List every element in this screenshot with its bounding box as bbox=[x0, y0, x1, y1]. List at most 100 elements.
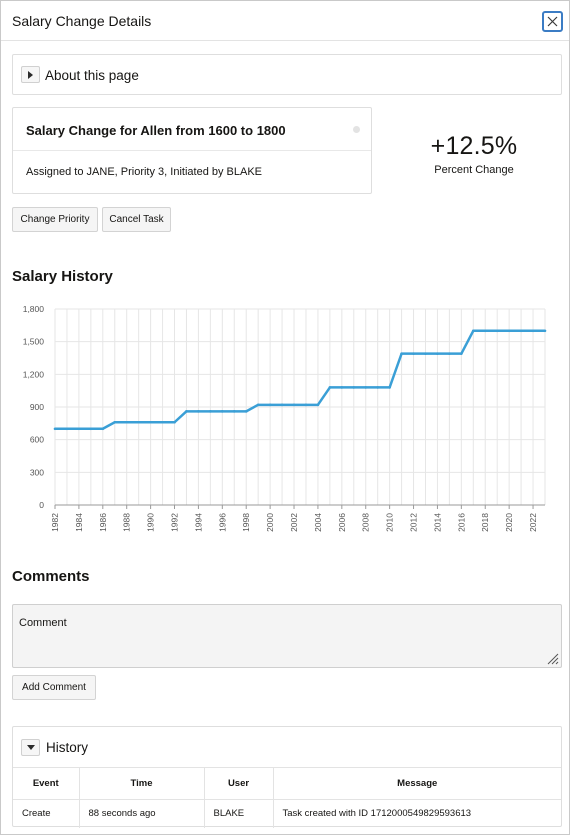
data-point bbox=[173, 420, 176, 424]
x-tick-label: 2018 bbox=[480, 513, 490, 532]
salary-history-title: Salary History bbox=[12, 268, 113, 285]
x-tick-label: 2014 bbox=[432, 513, 442, 532]
x-tick-label: 1996 bbox=[217, 513, 227, 532]
data-point bbox=[185, 410, 188, 413]
x-tick-label: 1994 bbox=[193, 513, 203, 532]
x-tick-label: 2008 bbox=[361, 513, 371, 532]
data-point bbox=[197, 410, 200, 413]
y-tick-label: 0 bbox=[39, 500, 44, 510]
y-tick-label: 600 bbox=[30, 435, 44, 445]
data-point bbox=[209, 410, 212, 413]
x-tick-label: 2012 bbox=[409, 513, 419, 532]
data-point bbox=[280, 403, 284, 407]
data-point bbox=[495, 329, 499, 333]
data-point bbox=[340, 386, 344, 389]
y-tick-label: 300 bbox=[30, 467, 44, 477]
y-tick-label: 1,800 bbox=[23, 304, 45, 314]
data-point bbox=[316, 403, 320, 407]
history-header-row: Event Time User Message bbox=[13, 767, 561, 800]
comment-placeholder: Comment bbox=[19, 617, 67, 629]
task-meta: Assigned to JANE, Priority 3, Initiated … bbox=[26, 166, 263, 178]
triangle-right-icon bbox=[28, 70, 33, 79]
data-point bbox=[448, 352, 451, 355]
history-region: History Event Time User Message Create 8… bbox=[12, 726, 562, 828]
data-point bbox=[113, 420, 117, 424]
history-time-cell: 88 seconds ago bbox=[79, 799, 205, 828]
close-icon bbox=[547, 16, 558, 27]
data-point bbox=[507, 329, 511, 333]
data-point bbox=[149, 420, 152, 424]
x-tick-label: 2006 bbox=[337, 513, 347, 532]
data-point bbox=[304, 403, 308, 407]
x-tick-label: 2010 bbox=[385, 513, 395, 532]
resize-grip-icon[interactable] bbox=[545, 651, 559, 665]
data-point bbox=[424, 352, 427, 355]
about-expand-button[interactable] bbox=[21, 66, 40, 83]
column-header-message[interactable]: Message bbox=[273, 767, 561, 800]
dialog-title: Salary Change Details bbox=[12, 13, 152, 29]
data-point bbox=[364, 386, 368, 389]
x-tick-label: 2016 bbox=[456, 513, 466, 532]
percent-change-metric: +12.5% Percent Change bbox=[401, 132, 547, 176]
comments-title: Comments bbox=[12, 568, 90, 585]
triangle-down-icon bbox=[26, 745, 35, 750]
history-message-cell: Task created with ID 1712000549829593613 bbox=[282, 808, 472, 820]
column-header-event[interactable]: Event bbox=[13, 767, 80, 800]
data-point bbox=[256, 403, 260, 407]
column-header-user[interactable]: User bbox=[204, 767, 274, 800]
about-label[interactable]: About this page bbox=[45, 68, 139, 83]
x-tick-label: 1988 bbox=[122, 513, 132, 532]
add-comment-button[interactable]: Add Comment bbox=[12, 675, 96, 700]
data-point bbox=[483, 329, 487, 333]
x-tick-label: 2000 bbox=[265, 513, 275, 532]
history-table: Event Time User Message Create 88 second… bbox=[13, 767, 561, 828]
salary-series-line bbox=[55, 329, 545, 431]
data-point bbox=[376, 386, 379, 389]
data-point bbox=[436, 352, 439, 355]
task-card: Salary Change for Allen from 1600 to 180… bbox=[12, 107, 372, 194]
history-user-cell: BLAKE bbox=[204, 799, 274, 828]
history-event-cell: Create bbox=[13, 799, 80, 828]
data-point bbox=[400, 352, 403, 355]
salary-history-chart: 0 300 600 900 1,200 1,500 1,800 1982 1984 1986 198… bbox=[23, 304, 547, 532]
data-point bbox=[161, 420, 164, 424]
x-tick-label: 2004 bbox=[313, 513, 323, 532]
status-dot bbox=[353, 126, 360, 133]
data-point bbox=[531, 329, 535, 333]
comment-input[interactable]: Comment bbox=[12, 604, 562, 668]
task-title: Salary Change for Allen from 1600 to 180… bbox=[26, 123, 286, 138]
x-tick-label: 1992 bbox=[170, 513, 180, 532]
data-point bbox=[221, 410, 224, 413]
history-label[interactable]: History bbox=[46, 740, 89, 755]
data-point bbox=[137, 420, 140, 424]
data-point bbox=[412, 352, 415, 355]
close-button[interactable] bbox=[542, 11, 563, 32]
data-point bbox=[328, 386, 332, 389]
cancel-task-button[interactable]: Cancel Task bbox=[102, 207, 171, 232]
data-point bbox=[77, 427, 81, 431]
data-point bbox=[89, 427, 93, 431]
data-point bbox=[125, 420, 129, 424]
data-point bbox=[471, 329, 475, 333]
data-point bbox=[232, 410, 236, 413]
history-collapse-button[interactable] bbox=[21, 739, 40, 756]
data-point bbox=[244, 410, 248, 413]
dialog-titlebar: Salary Change Details bbox=[1, 1, 569, 41]
x-tick-label: 2002 bbox=[289, 513, 299, 532]
data-point bbox=[519, 329, 523, 333]
x-tick-label: 2020 bbox=[504, 513, 514, 532]
percent-change-caption: Percent Change bbox=[434, 164, 514, 176]
data-point bbox=[352, 386, 356, 389]
column-header-time[interactable]: Time bbox=[79, 767, 205, 800]
x-tick-label: 1982 bbox=[50, 513, 60, 532]
percent-change-value: +12.5% bbox=[430, 132, 518, 160]
data-point bbox=[65, 427, 69, 431]
data-point bbox=[268, 403, 272, 407]
x-tick-label: 1998 bbox=[241, 513, 251, 532]
data-point bbox=[53, 427, 57, 431]
change-priority-button[interactable]: Change Priority bbox=[12, 207, 98, 232]
about-this-page-region: About this page bbox=[12, 54, 562, 95]
table-row: Create 88 seconds ago BLAKE Task created… bbox=[13, 799, 561, 828]
data-point bbox=[388, 386, 391, 389]
